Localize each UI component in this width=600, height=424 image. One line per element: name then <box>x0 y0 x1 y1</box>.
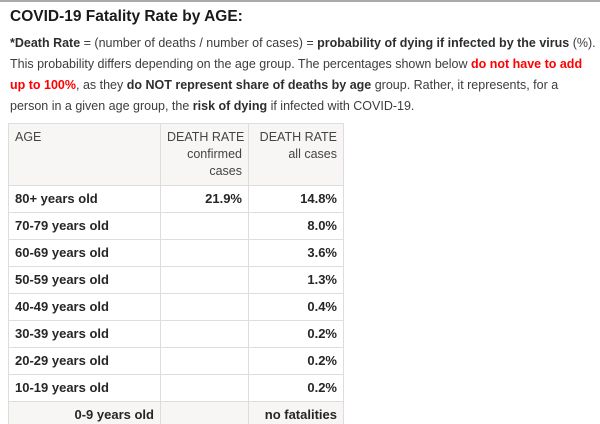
intro-segment-bold: risk of dying <box>192 99 268 113</box>
table-row: 30-39 years old 0.2% <box>8 320 344 348</box>
table-row: 0-9 years old no fatalities <box>8 401 344 424</box>
table-row: 50-59 years old 1.3% <box>8 266 344 294</box>
death-rate-confirmed-cell <box>160 293 249 321</box>
death-rate-all-cell: 8.0% <box>248 212 344 240</box>
table-row: 20-29 years old 0.2% <box>8 347 344 375</box>
death-rate-all-cell: 0.2% <box>248 320 344 348</box>
col-header-death-rate-confirmed: DEATH RATE confirmed cases <box>160 123 249 186</box>
death-rate-confirmed-cell <box>160 320 249 348</box>
intro-segment: This probability differs depending on th… <box>10 57 471 71</box>
intro-segment: group. Rather, it represents, for a <box>371 78 559 92</box>
death-rate-all-cell: no fatalities <box>248 401 344 424</box>
death-rate-confirmed-cell <box>160 212 249 240</box>
table-body: 80+ years old 21.9% 14.8% 70-79 years old 8.… <box>8 185 344 424</box>
intro-line: *Death Rate = (number of deaths / number… <box>10 33 596 54</box>
death-rate-confirmed-cell <box>160 239 249 267</box>
age-cell: 50-59 years old <box>8 266 161 294</box>
intro-line: This probability differs depending on th… <box>10 54 590 75</box>
table-row: 70-79 years old 8.0% <box>8 212 344 240</box>
table-row: 40-49 years old 0.4% <box>8 293 344 321</box>
death-rate-confirmed-cell <box>160 347 249 375</box>
death-rate-all-cell: 0.2% <box>248 374 344 402</box>
intro-line: person in a given age group, the risk of… <box>10 96 590 117</box>
col-header-death-rate-all: DEATH RATE all cases <box>248 123 344 186</box>
intro-segment: , as they <box>76 78 127 92</box>
death-rate-all-cell: 0.2% <box>248 347 344 375</box>
intro-segment-red: do not have to add <box>470 57 583 71</box>
age-cell: 0-9 years old <box>8 401 161 424</box>
death-rate-confirmed-cell <box>160 266 249 294</box>
table-row: 80+ years old 21.9% 14.8% <box>8 185 344 213</box>
death-rate-confirmed-cell <box>160 401 249 424</box>
death-rate-all-cell: 1.3% <box>248 266 344 294</box>
intro-paragraph: *Death Rate = (number of deaths / number… <box>10 33 596 117</box>
intro-segment: (%). <box>569 36 596 50</box>
age-cell: 30-39 years old <box>8 320 161 348</box>
table-row: 60-69 years old 3.6% <box>8 239 344 267</box>
col-header-age: AGE <box>8 123 161 186</box>
intro-segment: person in a given age group, the <box>10 99 193 113</box>
death-rate-all-cell: 0.4% <box>248 293 344 321</box>
table-header: AGE DEATH RATE confirmed cases DEATH RATE … <box>8 123 344 186</box>
age-cell: 70-79 years old <box>8 212 161 240</box>
death-rate-confirmed-cell <box>160 374 249 402</box>
table-row: 10-19 years old 0.2% <box>8 374 344 402</box>
table-header-row: AGE DEATH RATE confirmed cases DEATH RATE … <box>8 123 344 186</box>
death-rate-all-cell: 14.8% <box>248 185 344 213</box>
page-title: COVID-19 Fatality Rate by AGE: <box>10 8 243 25</box>
intro-segment: if infected with COVID-19. <box>267 99 415 113</box>
age-cell: 10-19 years old <box>8 374 161 402</box>
intro-segment-bold: probability of dying if infected by the … <box>317 36 570 50</box>
intro-segment-red: up to 100% <box>10 78 76 92</box>
intro-line: up to 100%, as they do NOT represent sha… <box>10 75 590 96</box>
fatality-rate-table: AGE DEATH RATE confirmed cases DEATH RATE … <box>8 123 344 424</box>
age-cell: 20-29 years old <box>8 347 161 375</box>
age-cell: 40-49 years old <box>8 293 161 321</box>
age-cell: 80+ years old <box>8 185 161 213</box>
intro-segment: = (number of deaths / number of cases) = <box>80 36 318 50</box>
death-rate-all-cell: 3.6% <box>248 239 344 267</box>
intro-segment-bold: *Death Rate <box>10 36 81 50</box>
intro-segment-bold: do NOT represent share of deaths by age <box>126 78 372 92</box>
death-rate-confirmed-cell: 21.9% <box>160 185 249 213</box>
age-cell: 60-69 years old <box>8 239 161 267</box>
